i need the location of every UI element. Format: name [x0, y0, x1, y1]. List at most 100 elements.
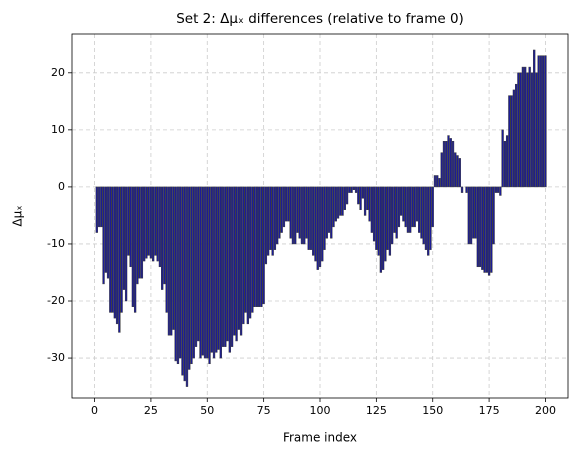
bar: [422, 186, 425, 245]
bar: [395, 186, 398, 239]
bar: [539, 55, 543, 188]
x-tick-label: 75: [257, 404, 271, 417]
bar: [381, 186, 385, 270]
bar: [190, 186, 193, 365]
bar: [384, 186, 387, 262]
bar: [127, 186, 130, 256]
bar: [224, 186, 227, 347]
bar: [174, 186, 177, 362]
bar: [438, 178, 441, 188]
bar: [524, 66, 527, 188]
bar: [296, 186, 299, 233]
bar: [334, 186, 337, 222]
bar: [492, 186, 495, 245]
bar: [431, 186, 434, 228]
bar: [242, 186, 245, 325]
bar: [158, 186, 162, 268]
x-axis-label: Frame index: [283, 431, 357, 445]
bar: [257, 186, 261, 307]
bar: [487, 186, 491, 276]
bar: [230, 186, 234, 347]
bar: [390, 186, 394, 245]
bar: [165, 186, 168, 313]
bar: [404, 186, 407, 228]
y-tick-label: -20: [47, 294, 65, 307]
bar: [185, 186, 189, 387]
bar: [266, 186, 270, 256]
bar: [433, 175, 437, 188]
bar: [136, 186, 139, 285]
bar: [294, 186, 297, 245]
bar: [239, 186, 243, 336]
bar: [339, 186, 342, 216]
y-tick-label: -10: [47, 237, 65, 250]
bar: [199, 186, 202, 359]
bar: [237, 186, 240, 330]
bar: [469, 186, 473, 245]
bar: [303, 186, 306, 245]
bar: [235, 186, 238, 342]
bar: [413, 186, 416, 228]
bar: [260, 186, 263, 307]
bar: [460, 186, 464, 193]
bar: [508, 95, 511, 188]
bar: [307, 186, 310, 250]
bar: [544, 55, 547, 188]
x-tick-label: 25: [144, 404, 158, 417]
bar: [285, 186, 288, 222]
bar: [111, 186, 114, 313]
bar: [215, 186, 218, 353]
bar: [447, 135, 450, 188]
bar: [145, 186, 148, 259]
x-tick-label: 50: [200, 404, 214, 417]
bar: [366, 186, 369, 210]
bar: [350, 186, 353, 193]
bar: [181, 186, 184, 376]
bar: [124, 186, 128, 302]
bar: [483, 186, 486, 273]
bar: [388, 186, 392, 256]
bar: [305, 186, 308, 239]
x-tick-label: 0: [91, 404, 98, 417]
bar: [282, 186, 286, 228]
bar: [499, 186, 502, 196]
bar: [120, 186, 123, 313]
x-tick-label: 175: [479, 404, 500, 417]
bar: [226, 186, 229, 342]
bar: [494, 186, 498, 193]
bar: [327, 186, 331, 233]
bar: [429, 186, 432, 250]
bar: [330, 186, 333, 239]
bar: [194, 186, 198, 347]
bar: [361, 186, 364, 199]
bar: [100, 186, 103, 228]
bar: [474, 186, 477, 239]
bar: [359, 186, 362, 210]
bar: [411, 186, 414, 228]
bar: [458, 158, 461, 188]
bar: [418, 186, 421, 233]
bar: [352, 186, 355, 191]
bar: [183, 186, 186, 382]
chart-title: Set 2: Δμₓ differences (relative to fram…: [176, 11, 464, 27]
bar: [400, 186, 403, 216]
bar: [278, 186, 281, 239]
bar: [273, 186, 277, 250]
bar: [456, 155, 459, 188]
bar: [348, 186, 351, 193]
bar: [280, 186, 283, 233]
bar: [528, 66, 531, 188]
plot-frame: [71, 33, 569, 399]
y-tick-label: 0: [58, 180, 65, 193]
x-tick-label: 100: [310, 404, 331, 417]
bar: [325, 186, 328, 239]
bar: [402, 186, 405, 222]
bar: [122, 186, 126, 290]
bar: [298, 186, 301, 239]
bar: [318, 186, 322, 268]
bar: [476, 186, 479, 268]
bar: [167, 186, 171, 336]
bar: [485, 186, 488, 273]
bar: [451, 141, 455, 188]
x-tick-label: 200: [535, 404, 556, 417]
